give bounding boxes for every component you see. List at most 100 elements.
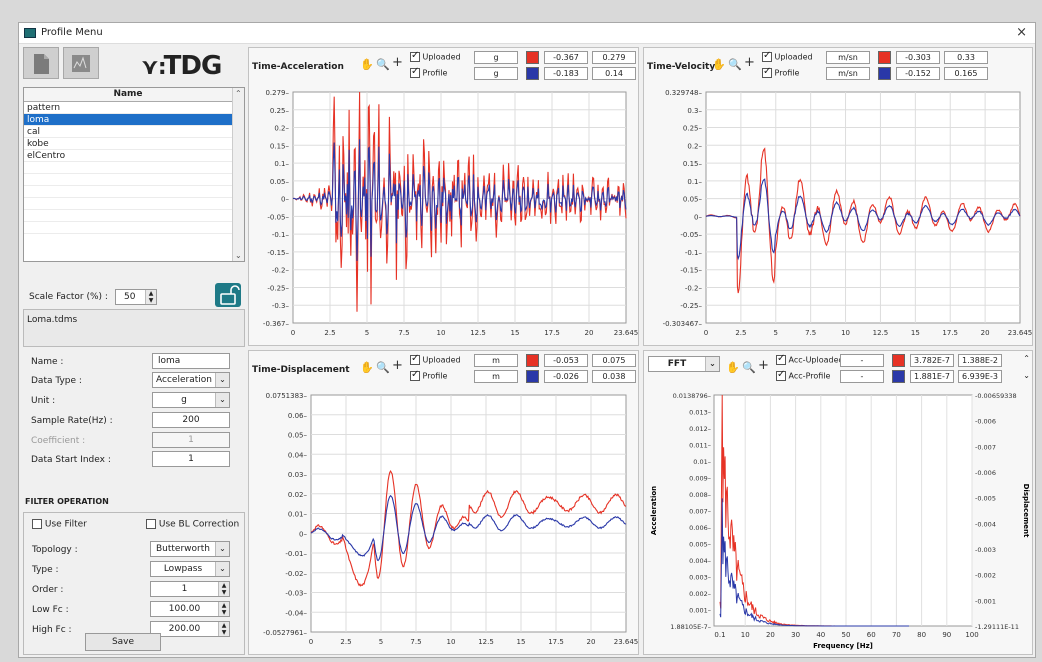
uploaded-toggle[interactable]: Acc-Uploaded (776, 353, 844, 365)
uploaded-toggle[interactable]: Uploaded (410, 50, 461, 62)
unit-select[interactable]: g ⌄ (152, 392, 230, 408)
uploaded-color-swatch[interactable] (878, 51, 891, 64)
pan-icon[interactable]: ✋ (360, 361, 374, 374)
pan-icon[interactable]: ✋ (712, 58, 726, 71)
cursor-plus-icon[interactable]: + (744, 55, 755, 70)
profile-toggle[interactable]: Profile (762, 66, 799, 78)
fft-mode-select[interactable]: FFT ⌄ (648, 356, 720, 372)
save-button[interactable]: Save (85, 633, 161, 651)
unlock-button[interactable] (215, 283, 241, 307)
checkbox[interactable] (762, 66, 772, 78)
topology-select[interactable]: Butterworth ⌄ (150, 541, 230, 557)
zoom-icon[interactable]: 🔍 (376, 361, 390, 374)
zoom-icon[interactable]: 🔍 (742, 361, 756, 374)
checkbox[interactable] (776, 353, 786, 365)
x-tick-label: 2.5 (340, 638, 351, 646)
list-item[interactable]: kobe (24, 138, 232, 150)
start-index-input[interactable]: 1 (152, 451, 230, 467)
profile-max: 0.14 (592, 67, 636, 80)
chart-view-button[interactable] (63, 47, 99, 79)
cursor-plus-icon[interactable]: + (392, 55, 403, 70)
checkbox[interactable] (32, 519, 42, 529)
use-bl-checkbox[interactable]: Use BL Correction (146, 519, 239, 530)
profile-color-swatch[interactable] (878, 67, 891, 80)
y-tick-label: 0.06– (288, 412, 308, 420)
y2-tick-label: -0.004 (975, 520, 996, 528)
checkbox[interactable] (146, 519, 156, 529)
data-type-select[interactable]: Acceleration ⌄ (152, 372, 230, 388)
checkbox[interactable] (410, 353, 420, 365)
list-item-empty[interactable] (24, 210, 232, 222)
list-item-empty[interactable] (24, 198, 232, 210)
list-item-empty[interactable] (24, 222, 232, 234)
list-item[interactable]: pattern (24, 102, 232, 114)
sample-rate-input[interactable]: 200 (152, 412, 230, 428)
pan-icon[interactable]: ✋ (360, 58, 374, 71)
list-item[interactable]: elCentro (24, 150, 232, 162)
y-tick-label: 0.013– (689, 409, 711, 417)
chart-icon (72, 55, 90, 72)
checkbox[interactable] (410, 66, 420, 78)
zoom-icon[interactable]: 🔍 (376, 58, 390, 71)
checkbox[interactable] (762, 50, 772, 62)
name-input[interactable]: loma (152, 353, 230, 369)
uploaded-toggle[interactable]: Uploaded (762, 50, 813, 62)
spinner-icon[interactable]: ▲ ▼ (145, 290, 156, 304)
uploaded-toggle[interactable]: Uploaded (410, 353, 461, 365)
cursor-plus-icon[interactable]: + (758, 358, 769, 373)
profile-toggle[interactable]: Profile (410, 369, 447, 381)
y2-tick-label: -1.29111E-11 (975, 623, 1019, 631)
order-input[interactable]: 1 ▲ ▼ (150, 581, 230, 597)
list-item-empty[interactable] (24, 174, 232, 186)
spinner-icon[interactable]: ▲ ▼ (218, 582, 229, 596)
y-tick-label: 0.006– (689, 524, 711, 532)
type-select[interactable]: Lowpass ⌄ (150, 561, 230, 577)
chevron-down-icon[interactable]: ⌄ (705, 357, 719, 371)
high-fc-label: High Fc : (32, 625, 72, 635)
checkbox[interactable] (410, 369, 420, 381)
plot-area: 0.0751383– 0.06– 0.05– 0.04– 0.03– 0.02– 0.01–… (263, 392, 638, 646)
profile-min: 1.881E-7 (910, 370, 954, 383)
list-item-selected[interactable]: loma (24, 114, 232, 126)
profile-color-swatch[interactable] (526, 67, 539, 80)
chevron-up-icon[interactable]: ⌃ (235, 89, 242, 98)
coefficient-input: 1 (152, 432, 230, 448)
high-fc-input[interactable]: 200.00 ▲ ▼ (150, 621, 230, 637)
chevron-down-icon[interactable]: ⌄ (215, 542, 229, 556)
x-tick-label: 0 (704, 329, 708, 337)
y-tick-label: 0.009– (689, 475, 711, 483)
x-tick-label: 15 (911, 329, 920, 337)
profile-toggle[interactable]: Profile (410, 66, 447, 78)
use-filter-checkbox[interactable]: Use Filter (32, 519, 87, 530)
profile-color-swatch[interactable] (526, 370, 539, 383)
load-file-button[interactable] (23, 47, 59, 79)
checkbox[interactable] (776, 369, 786, 381)
uploaded-color-swatch[interactable] (526, 51, 539, 64)
profile-color-swatch[interactable] (892, 370, 905, 383)
chevron-down-icon[interactable]: ⌄ (235, 251, 242, 260)
spinner-icon[interactable]: ▲ ▼ (218, 622, 229, 636)
x-tick-label: 90 (942, 631, 951, 639)
scale-factor-input[interactable]: 50 ▲ ▼ (115, 289, 157, 305)
pan-icon[interactable]: ✋ (726, 361, 740, 374)
chevron-down-icon[interactable]: ⌄ (215, 373, 229, 387)
chevron-down-icon[interactable]: ⌄ (215, 393, 229, 407)
checkbox[interactable] (410, 50, 420, 62)
chevron-down-icon[interactable]: ⌄ (215, 562, 229, 576)
list-item-empty[interactable] (24, 186, 232, 198)
zoom-icon[interactable]: 🔍 (728, 58, 742, 71)
list-item[interactable]: cal (24, 126, 232, 138)
spinner-icon[interactable]: ▲ ▼ (218, 602, 229, 616)
uploaded-color-swatch[interactable] (526, 354, 539, 367)
list-item-empty[interactable] (24, 162, 232, 174)
close-icon[interactable]: × (1016, 25, 1027, 40)
low-fc-input[interactable]: 100.00 ▲ ▼ (150, 601, 230, 617)
topology-label: Topology : (32, 545, 78, 555)
cursor-plus-icon[interactable]: + (392, 358, 403, 373)
list-scrollbar[interactable]: ⌃ ⌄ (232, 88, 244, 261)
uploaded-color-swatch[interactable] (892, 354, 905, 367)
coefficient-label: Coefficient : (31, 436, 86, 446)
chevron-down-icon[interactable]: ⌄ (1023, 371, 1030, 380)
chevron-up-icon[interactable]: ⌃ (1023, 354, 1030, 363)
profile-toggle[interactable]: Acc-Profile (776, 369, 830, 381)
